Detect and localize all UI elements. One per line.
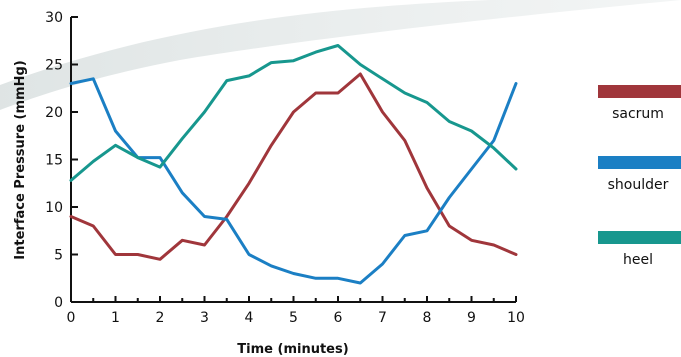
y-axis-ticks: 0 5 10 15 20 25 30 [45, 10, 78, 311]
x-axis-title: Time (minutes) [237, 342, 348, 357]
series-line-heel [69, 44, 518, 182]
x-tick-label: 7 [378, 310, 387, 326]
x-tick-label: 0 [67, 310, 76, 326]
series-lines [69, 44, 518, 285]
y-tick-label: 20 [45, 105, 63, 121]
legend: sacrum shoulder heel [598, 85, 681, 268]
x-tick-label: 1 [111, 310, 120, 326]
x-tick-label: 2 [156, 310, 165, 326]
legend-label-shoulder: shoulder [608, 177, 669, 193]
y-tick-label: 15 [45, 153, 63, 169]
legend-swatch-shoulder [598, 156, 681, 169]
series-line-shoulder [69, 77, 518, 285]
x-tick-label: 10 [507, 310, 525, 326]
y-tick-label: 10 [45, 200, 63, 216]
x-tick-label: 9 [467, 310, 476, 326]
x-tick-label: 6 [334, 310, 343, 326]
legend-swatch-sacrum [598, 85, 681, 98]
legend-swatch-heel [598, 231, 681, 244]
y-tick-label: 30 [45, 10, 63, 26]
series-line-sacrum [69, 72, 518, 261]
x-tick-label: 8 [423, 310, 432, 326]
x-axis-ticks: 0 1 2 3 4 5 6 7 8 9 10 [67, 296, 525, 326]
background-swoosh [0, 0, 681, 110]
y-axis-title: Interface Pressure (mmHg) [13, 60, 28, 259]
x-tick-label: 3 [200, 310, 209, 326]
y-tick-label: 0 [54, 295, 63, 311]
legend-label-sacrum: sacrum [612, 106, 664, 122]
y-tick-label: 5 [54, 248, 63, 264]
y-tick-label: 25 [45, 58, 63, 74]
x-tick-label: 4 [245, 310, 254, 326]
legend-label-heel: heel [623, 252, 653, 268]
x-tick-label: 5 [289, 310, 298, 326]
